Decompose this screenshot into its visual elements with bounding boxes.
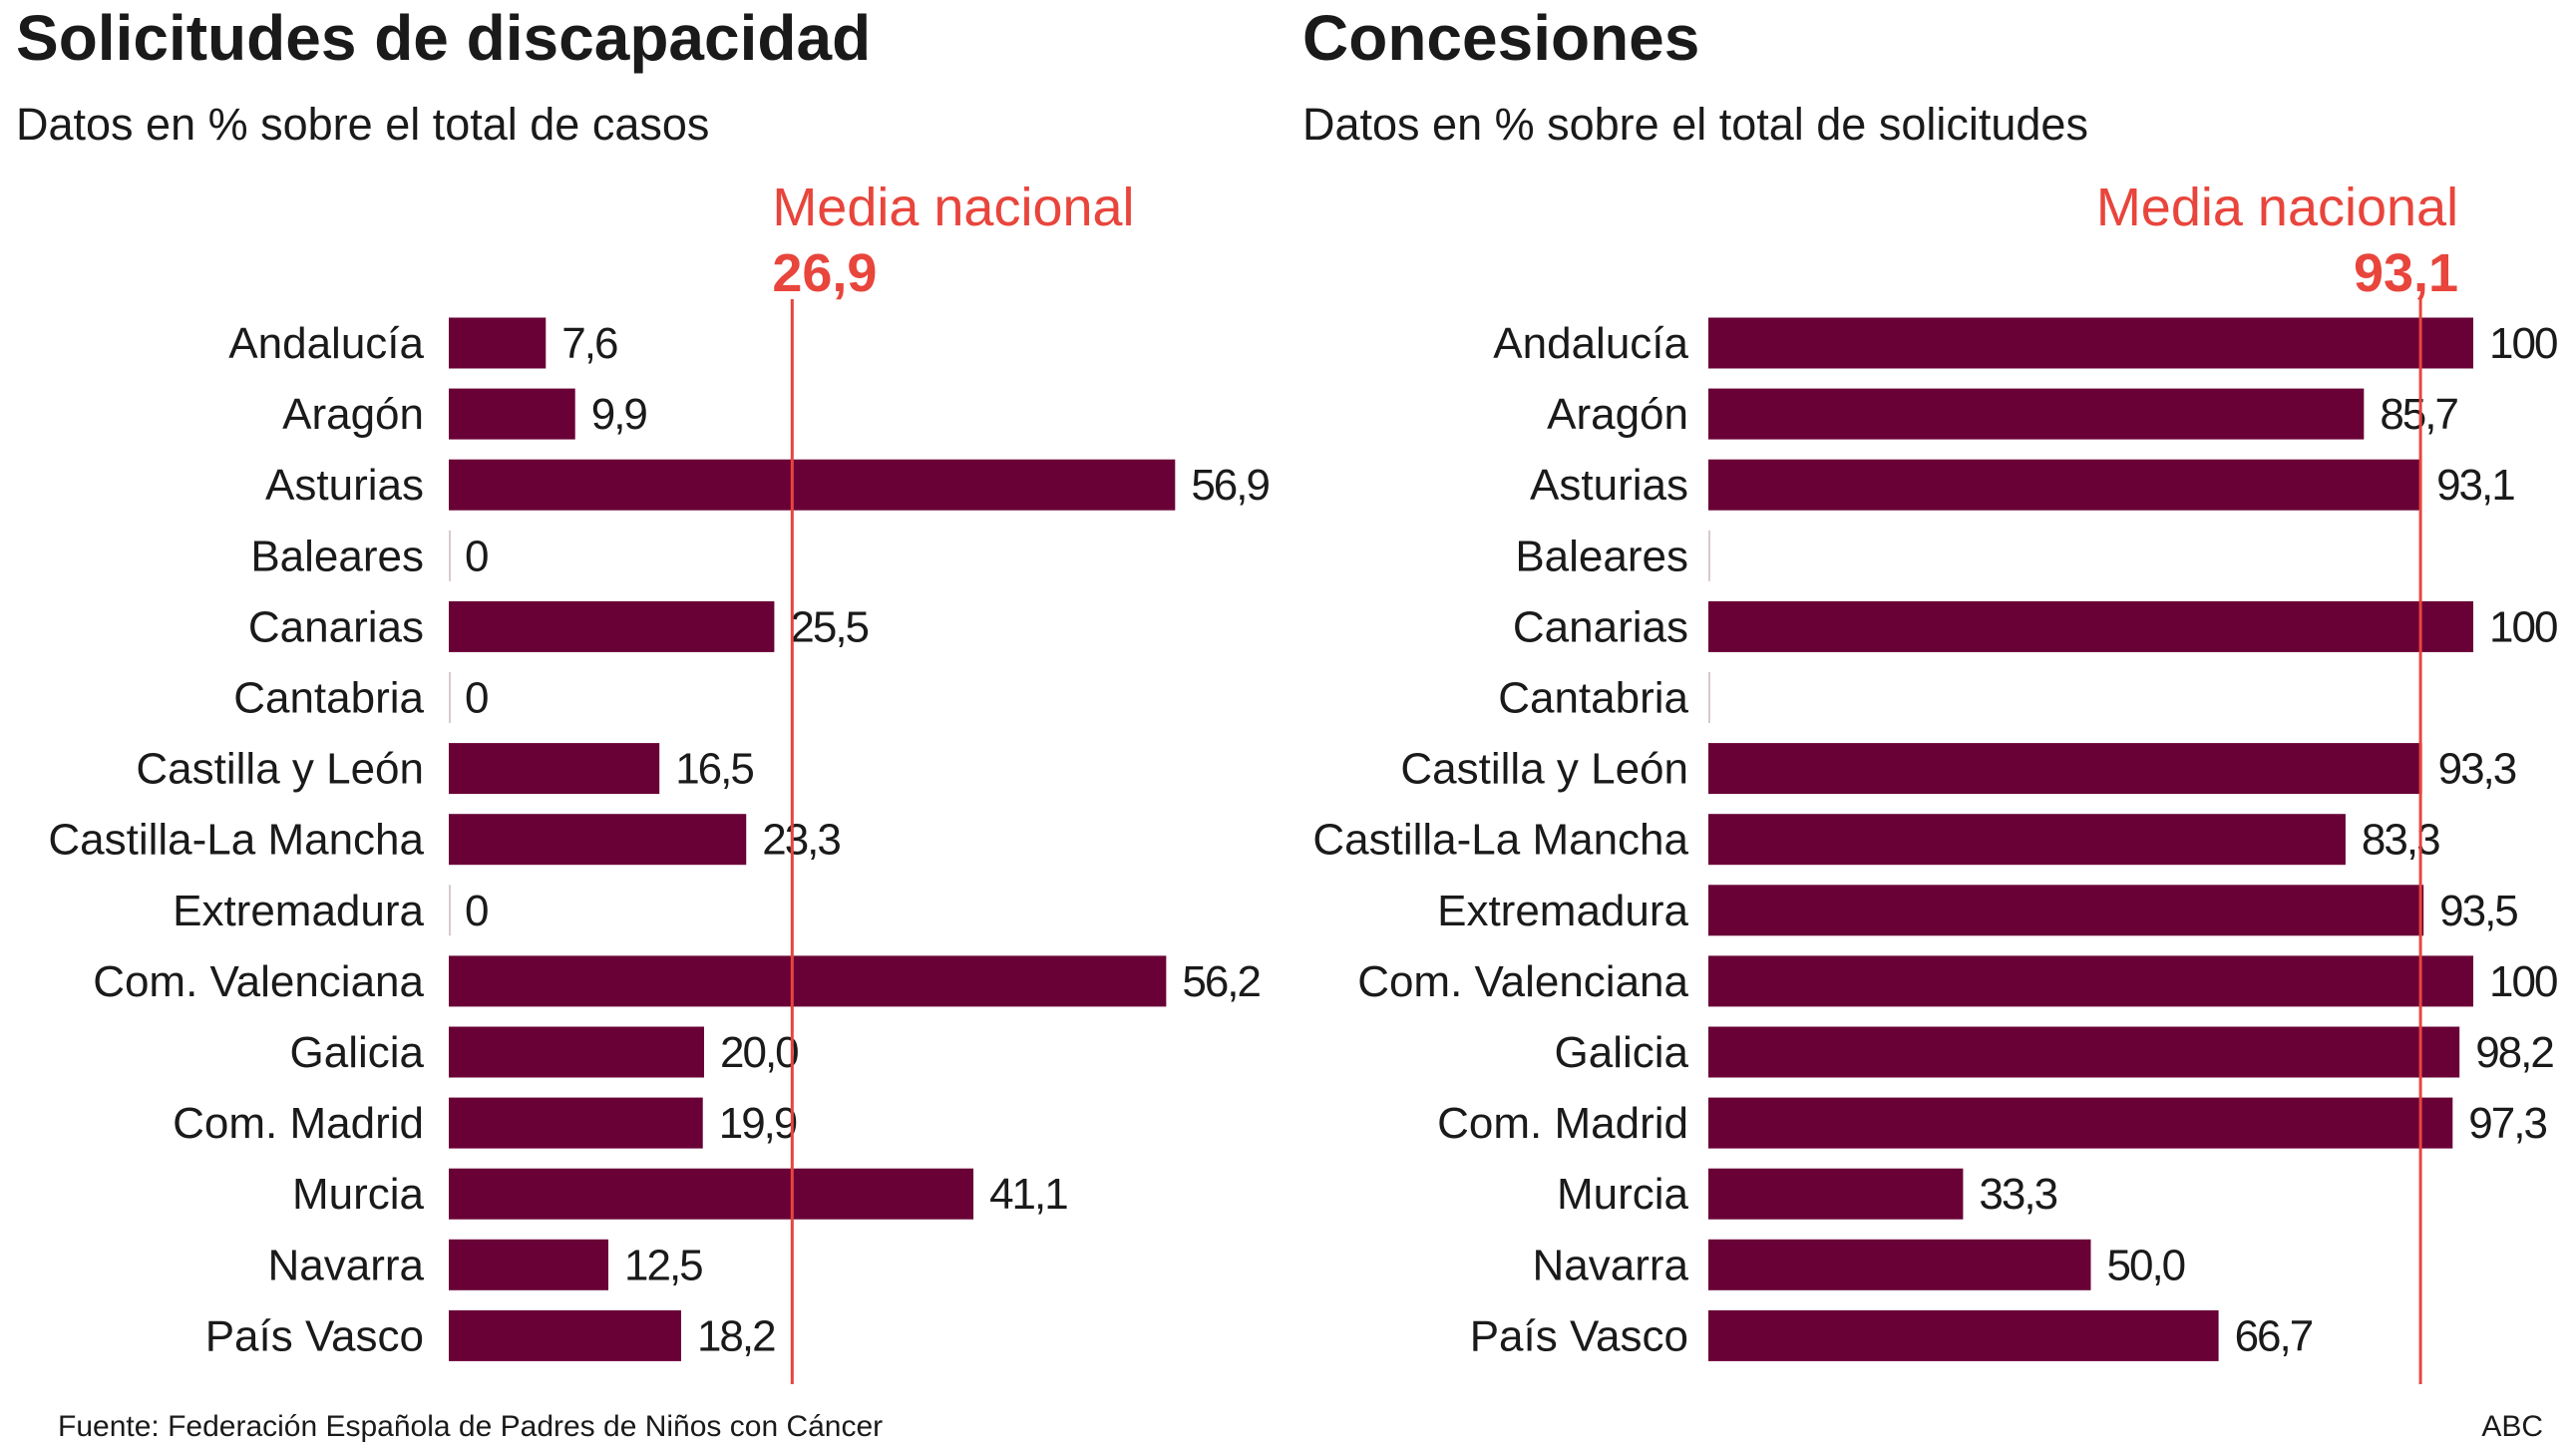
- left-value-label: 12,5: [624, 1241, 702, 1289]
- left-category-label: Castilla-La Mancha: [48, 816, 424, 865]
- right-category-label: Asturias: [1530, 461, 1688, 510]
- left-category-label: Com. Madrid: [173, 1099, 424, 1148]
- right-category-label: Extremadura: [1437, 887, 1688, 935]
- left-value-label: 19,9: [719, 1099, 797, 1148]
- left-category-label: Cantabria: [233, 674, 424, 723]
- right-bar: [1708, 600, 2473, 652]
- right-category-label: Canarias: [1513, 602, 1688, 651]
- right-bar: [1708, 955, 2473, 1007]
- left-value-label: 56,9: [1191, 461, 1269, 510]
- left-category-label: Murcia: [292, 1170, 425, 1219]
- right-category-label: Cantabria: [1498, 674, 1688, 723]
- left-bar: [449, 1309, 681, 1361]
- left-category-label: Extremadura: [173, 887, 424, 935]
- left-category-label: Castilla y León: [136, 745, 424, 794]
- left-bar: [449, 459, 1176, 511]
- left-value-label: 0: [465, 674, 488, 723]
- left-value-label: 7,6: [561, 319, 617, 368]
- left-value-label: 20,0: [720, 1028, 798, 1077]
- right-bar: [1708, 317, 2473, 369]
- right-value-label: 50,0: [2107, 1241, 2185, 1289]
- right-bar: [1708, 1239, 2091, 1290]
- left-bar: [449, 955, 1167, 1007]
- right-mean-value: 93,1: [2354, 243, 2458, 303]
- left-category-label: Com. Valenciana: [93, 957, 424, 1006]
- right-category-label: Andalucía: [1493, 319, 1688, 368]
- left-category-label: País Vasco: [205, 1311, 424, 1360]
- right-bar: [1708, 743, 2422, 795]
- left-bar: [449, 317, 547, 369]
- left-bar: [449, 1239, 608, 1290]
- right-bar: [1708, 1097, 2453, 1149]
- right-value-label: 100: [2489, 957, 2557, 1006]
- right-value-label: 83,3: [2362, 816, 2439, 865]
- right-category-label: Com. Valenciana: [1357, 957, 1688, 1006]
- left-value-label: 16,5: [675, 745, 753, 794]
- left-value-label: 56,2: [1182, 957, 1260, 1006]
- right-bar: [1708, 1168, 1964, 1220]
- right-value-label: 93,5: [2439, 887, 2517, 935]
- left-category-label: Galicia: [290, 1028, 425, 1077]
- left-value-label: 41,1: [989, 1170, 1067, 1219]
- left-category-label: Canarias: [248, 602, 424, 651]
- right-value-label: 93,3: [2438, 745, 2516, 794]
- right-bar: [1708, 1309, 2219, 1361]
- right-category-label: Aragón: [1547, 390, 1688, 439]
- left-category-label: Andalucía: [228, 319, 424, 368]
- left-value-label: 0: [465, 887, 488, 935]
- right-category-label: Baleares: [1515, 532, 1688, 580]
- right-bar: [1708, 885, 2424, 936]
- left-bar: [449, 1026, 704, 1078]
- right-chart-title: Concesiones: [1302, 2, 1699, 74]
- left-mean-value: 26,9: [772, 243, 877, 303]
- left-category-label: Aragón: [282, 390, 424, 439]
- right-value-label: 93,1: [2436, 461, 2514, 510]
- left-category-label: Asturias: [265, 461, 424, 510]
- left-value-label: 18,2: [697, 1311, 775, 1360]
- left-category-label: Baleares: [250, 532, 424, 580]
- right-value-label: 98,2: [2475, 1028, 2553, 1077]
- left-value-label: 23,3: [762, 816, 840, 865]
- left-value-label: 25,5: [790, 602, 868, 651]
- left-category-label: Navarra: [268, 1241, 425, 1289]
- right-value-label: 97,3: [2468, 1099, 2546, 1148]
- source-footnote: Fuente: Federación Española de Padres de…: [58, 1410, 883, 1443]
- right-value-label: 33,3: [1979, 1170, 2056, 1219]
- right-category-label: Galicia: [1555, 1028, 1689, 1077]
- right-value-label: 100: [2489, 602, 2557, 651]
- left-bar: [449, 814, 747, 866]
- left-value-label: 0: [465, 532, 488, 580]
- right-category-label: País Vasco: [1470, 1311, 1688, 1360]
- right-category-label: Murcia: [1557, 1170, 1689, 1219]
- right-value-label: 66,7: [2235, 1311, 2313, 1360]
- right-bar: [1708, 459, 2421, 511]
- right-category-label: Navarra: [1533, 1241, 1689, 1289]
- left-mean-label: Media nacional: [772, 178, 1134, 237]
- right-category-label: Castilla y León: [1400, 745, 1688, 794]
- right-value-label: 85,7: [2380, 390, 2457, 439]
- right-bar: [1708, 388, 2365, 440]
- right-value-label: 100: [2489, 319, 2557, 368]
- left-bar: [449, 600, 775, 652]
- right-chart-subtitle: Datos en % sobre el total de solicitudes: [1302, 99, 2088, 150]
- left-value-label: 9,9: [591, 390, 647, 439]
- right-bar: [1708, 814, 2346, 866]
- left-chart-subtitle: Datos en % sobre el total de casos: [16, 99, 709, 150]
- credit-label: ABC: [2481, 1410, 2543, 1443]
- left-bar: [449, 388, 575, 440]
- right-mean-label: Media nacional: [2096, 178, 2458, 237]
- right-category-label: Com. Madrid: [1437, 1099, 1688, 1148]
- right-bar: [1708, 1026, 2460, 1078]
- left-chart-title: Solicitudes de discapacidad: [16, 2, 871, 74]
- right-category-label: Castilla-La Mancha: [1312, 816, 1688, 865]
- left-bar: [449, 1097, 703, 1149]
- left-bar: [449, 743, 660, 795]
- left-bar: [449, 1168, 974, 1220]
